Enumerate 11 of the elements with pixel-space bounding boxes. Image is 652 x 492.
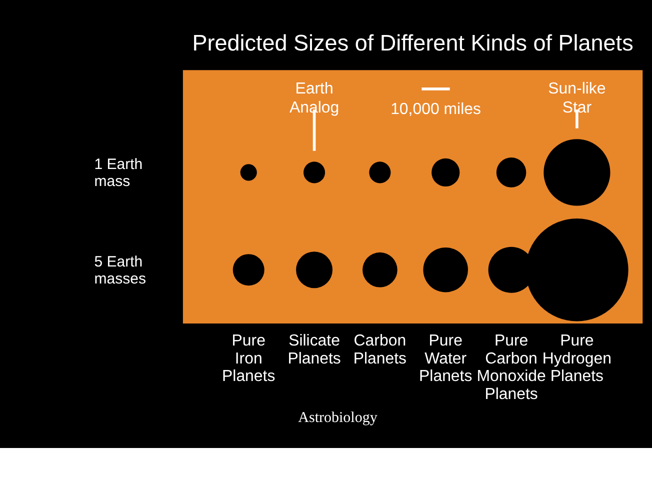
y-tick-label: 5 Earth masses [94,254,146,288]
annotation: Earth Analog [289,80,340,116]
text: Astrobiology [298,410,378,426]
annotation: 10,000 miles [390,101,481,118]
x-tick-label: Silicate Planets [288,332,341,368]
x-tick-label: Pure Water Planets [419,332,472,386]
x-tick-label: Carbon Planets [353,332,407,368]
y-tick-label: 1 Earth mass [94,156,143,190]
chart-title: Predicted Sizes of Different Kinds of Planets [192,30,634,56]
annotation: Sun-like Star [548,80,606,116]
x-tick-label: Pure Iron Planets [222,332,276,386]
